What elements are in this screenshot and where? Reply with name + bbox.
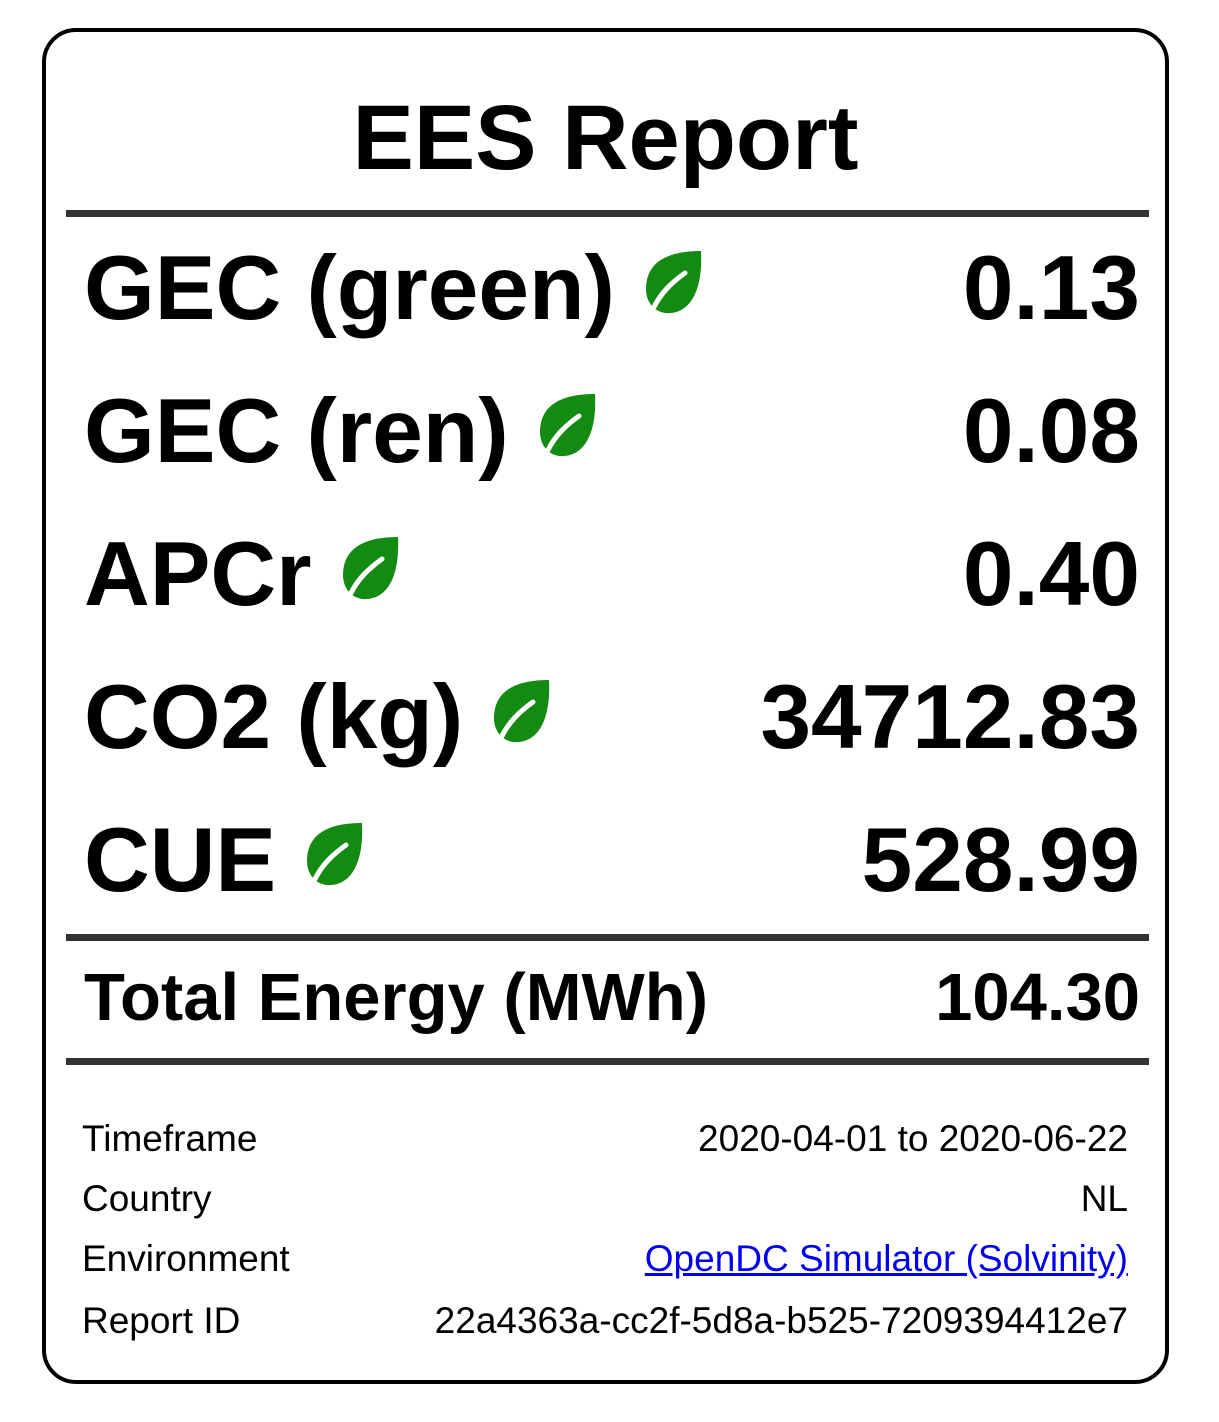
total-energy-row: Total Energy (MWh) 104.30: [84, 957, 1140, 1037]
country-label: Country: [82, 1178, 212, 1219]
metric-value: 0.08: [962, 380, 1140, 482]
report-id-label: Report ID: [82, 1300, 241, 1341]
title-divider: [66, 210, 1149, 217]
report-id-row: Report ID 22a4363a-cc2f-5d8a-b525-720939…: [82, 1302, 1128, 1339]
report-title: EES Report: [352, 87, 859, 189]
metric-row-apcr: APCr 0.40: [84, 524, 1140, 624]
metric-row-gec-green: GEC (green) 0.13: [84, 238, 1140, 338]
timeframe-row: Timeframe 2020-04-01 to 2020-06-22: [82, 1120, 1128, 1157]
report-id-value: 22a4363a-cc2f-5d8a-b525-7209394412e7: [434, 1300, 1128, 1341]
metric-value: 34712.83: [760, 666, 1140, 768]
leaf-icon: [338, 535, 404, 601]
timeframe-value: 2020-04-01 to 2020-06-22: [698, 1118, 1128, 1159]
leaf-icon: [302, 821, 368, 887]
metric-label: CUE: [84, 809, 277, 911]
metric-row-cue: CUE 528.99: [84, 810, 1140, 910]
metric-value: 0.40: [962, 523, 1140, 625]
metric-value: 0.13: [962, 237, 1140, 339]
leaf-icon: [641, 249, 707, 315]
metric-row-co2: CO2 (kg) 34712.83: [84, 667, 1140, 767]
metric-label: APCr: [84, 523, 312, 625]
leaf-icon: [535, 392, 601, 458]
report-card: EES Report GEC (green) 0.13 GEC (ren) 0.…: [42, 28, 1169, 1384]
timeframe-label: Timeframe: [82, 1118, 258, 1159]
country-row: Country NL: [82, 1180, 1128, 1217]
metric-label: GEC (green): [84, 237, 615, 339]
environment-label: Environment: [82, 1238, 290, 1279]
total-energy-label: Total Energy (MWh): [84, 959, 709, 1035]
leaf-icon: [489, 678, 555, 744]
metrics-divider: [66, 934, 1149, 941]
metric-label: CO2 (kg): [84, 666, 464, 768]
metric-value: 528.99: [861, 809, 1140, 911]
metric-label: GEC (ren): [84, 380, 509, 482]
environment-row: Environment OpenDC Simulator (Solvinity): [82, 1240, 1128, 1277]
country-value: NL: [1080, 1178, 1128, 1219]
metric-row-gec-ren: GEC (ren) 0.08: [84, 381, 1140, 481]
total-divider: [66, 1058, 1149, 1065]
environment-link[interactable]: OpenDC Simulator (Solvinity): [644, 1238, 1128, 1279]
total-energy-value: 104.30: [935, 959, 1140, 1035]
